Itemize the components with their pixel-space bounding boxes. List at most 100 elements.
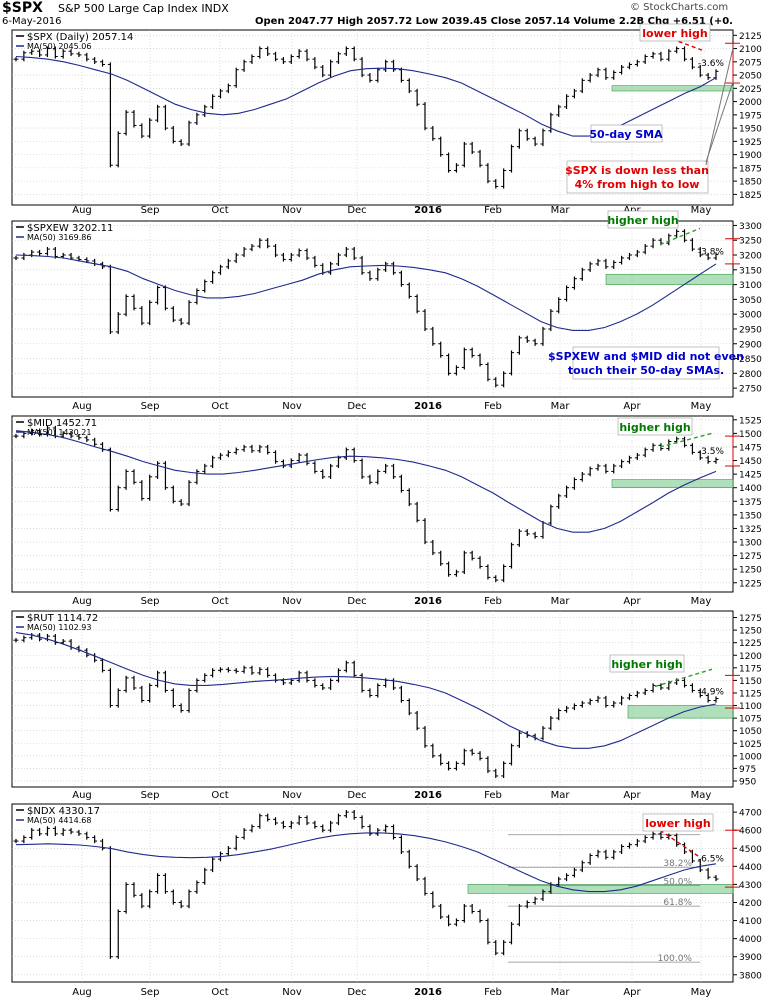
price-bar <box>115 312 121 335</box>
price-bar <box>485 918 491 945</box>
support-zone <box>467 884 734 894</box>
price-bar <box>603 849 609 860</box>
price-bar <box>564 873 570 882</box>
price-bar <box>485 163 491 184</box>
price-bar <box>406 282 412 299</box>
price-bar <box>92 835 98 844</box>
price-bar <box>186 120 192 147</box>
price-bar <box>682 678 688 688</box>
price-bar <box>571 88 577 99</box>
price-bar <box>556 104 562 117</box>
price-bar <box>383 463 389 474</box>
price-bar <box>689 238 695 252</box>
price-bar <box>674 229 680 238</box>
price-bar <box>60 828 66 836</box>
price-bar <box>642 688 648 696</box>
price-bar <box>351 46 357 62</box>
legend-ma: MA(50) 1102.93 <box>27 623 91 632</box>
price-bar <box>571 703 577 711</box>
price-bar <box>37 828 43 836</box>
price-bar <box>241 828 247 840</box>
price-bar <box>682 842 688 855</box>
price-bar <box>210 270 216 284</box>
x-tick-label: Mar <box>551 401 571 412</box>
price-bar <box>210 668 216 678</box>
price-bar <box>414 88 420 107</box>
price-bar <box>493 768 499 779</box>
y-tick-label: 1375 <box>739 498 762 508</box>
price-bar <box>650 831 656 840</box>
x-tick-label: Dec <box>347 987 366 998</box>
price-bar <box>202 867 208 885</box>
price-bar <box>139 123 145 139</box>
price-bar <box>155 285 161 305</box>
price-bar <box>123 469 129 490</box>
x-tick-label: Oct <box>211 790 228 801</box>
price-bar <box>398 270 404 287</box>
price-bar <box>713 696 719 703</box>
price-bar <box>37 49 43 58</box>
price-bar <box>564 94 570 109</box>
price-bar <box>666 49 672 62</box>
price-bar <box>273 817 279 826</box>
price-bar <box>92 437 98 447</box>
x-tick-label: Oct <box>211 205 228 216</box>
price-bar <box>13 255 19 261</box>
price-bar <box>249 244 255 252</box>
y-tick-label: 3900 <box>739 953 762 963</box>
price-bar <box>422 102 428 131</box>
x-tick-label: Oct <box>211 596 228 607</box>
price-bar <box>509 144 515 173</box>
price-bar <box>422 876 428 896</box>
x-tick-label: Oct <box>211 401 228 412</box>
legend-price: $MID 1452.71 <box>27 418 97 429</box>
price-bar <box>202 463 208 474</box>
price-bar <box>619 844 625 855</box>
price-bar <box>304 248 310 261</box>
price-bar <box>446 561 452 577</box>
price-bar <box>501 168 507 189</box>
price-bar <box>406 488 412 507</box>
annotation-box <box>639 23 711 42</box>
y-tick-label: 1250 <box>739 566 762 576</box>
price-bar <box>556 493 562 509</box>
price-bar <box>611 260 617 269</box>
y-tick-label: 4000 <box>739 935 762 945</box>
price-bar <box>509 743 515 766</box>
x-tick-label: Mar <box>551 987 571 998</box>
price-bar <box>587 698 593 706</box>
price-bar <box>68 49 74 56</box>
price-bar <box>619 459 625 469</box>
legend-price: $NDX 4330.17 <box>27 806 100 817</box>
price-bar <box>414 710 420 731</box>
x-tick-label: Nov <box>282 987 302 998</box>
annotation-higher-high: higher high <box>607 214 678 227</box>
price-bar <box>76 829 82 836</box>
price-bar <box>312 678 318 688</box>
price-bar <box>587 466 593 477</box>
x-tick-label: 2016 <box>414 401 442 412</box>
x-tick-label: Sep <box>141 205 160 216</box>
price-bar <box>501 371 507 388</box>
annotation-box <box>607 210 679 229</box>
price-bar <box>571 477 577 490</box>
y-tick-label: 1450 <box>739 457 762 467</box>
price-bar <box>29 828 35 840</box>
trend-line <box>671 38 706 52</box>
x-tick-label: Dec <box>347 205 366 216</box>
price-bar <box>438 903 444 920</box>
price-bar <box>351 660 357 678</box>
price-bar <box>131 882 137 898</box>
price-bar <box>674 46 680 54</box>
price-bar <box>532 896 538 905</box>
price-bar <box>556 297 562 314</box>
price-bar <box>587 261 593 272</box>
annotation-box <box>617 417 693 436</box>
price-bar <box>312 255 318 268</box>
support-zone <box>605 273 734 285</box>
price-bar <box>194 112 200 125</box>
price-bar <box>217 88 223 99</box>
annotation-box <box>609 654 685 673</box>
annotation-higher-high: higher high <box>619 421 690 434</box>
y-tick-label: 4700 <box>739 809 762 819</box>
